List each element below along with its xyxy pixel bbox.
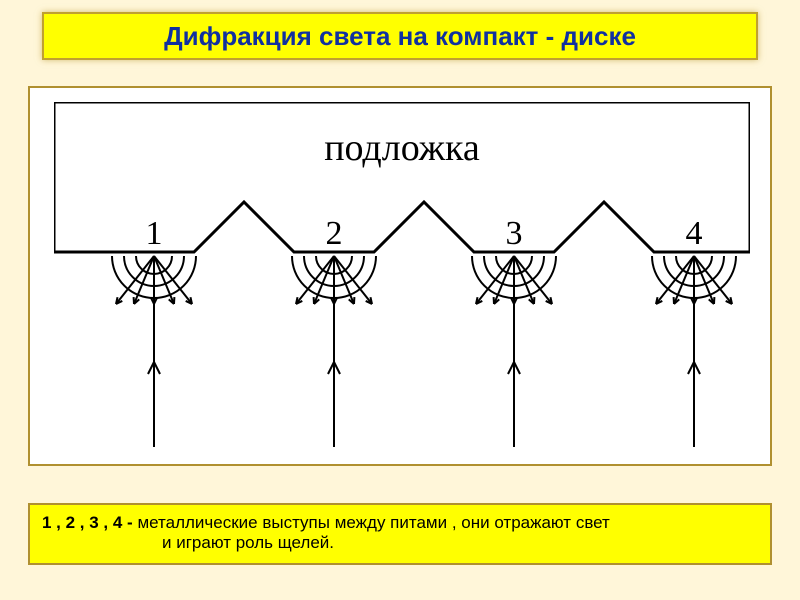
diagram-frame: подложка 1 2 3 4 (28, 86, 772, 466)
svg-text:4: 4 (686, 215, 703, 252)
svg-text:2: 2 (326, 215, 343, 252)
svg-text:подложка: подложка (324, 127, 480, 169)
title-box: Дифракция света на компакт - диске (42, 12, 758, 60)
caption-line-1: 1 , 2 , 3 , 4 - металлические выступы ме… (42, 513, 758, 533)
svg-text:1: 1 (146, 215, 163, 252)
diffraction-diagram: подложка 1 2 3 4 (54, 102, 750, 454)
caption-box: 1 , 2 , 3 , 4 - металлические выступы ме… (28, 503, 772, 565)
caption-bold-prefix: 1 , 2 , 3 , 4 - (42, 513, 137, 532)
svg-text:3: 3 (506, 215, 523, 252)
caption-line-2: и играют роль щелей. (162, 533, 758, 553)
diagram-inner: подложка 1 2 3 4 (54, 102, 750, 454)
caption-line1-rest: металлические выступы между питами , они… (137, 513, 609, 532)
caption-line2-text: и играют роль щелей. (162, 533, 334, 552)
title-text: Дифракция света на компакт - диске (164, 21, 636, 52)
